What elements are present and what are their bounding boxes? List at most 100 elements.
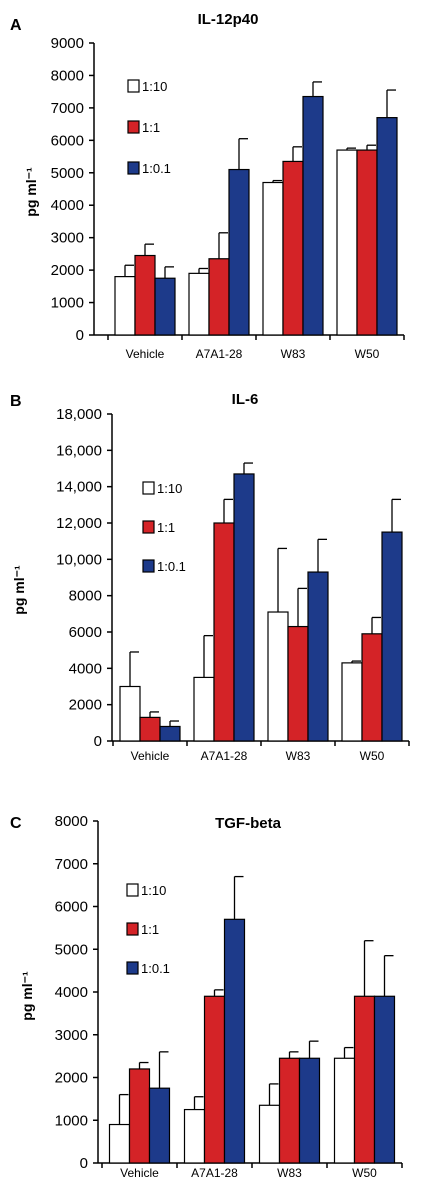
y-tick-label: 2000: [55, 1070, 88, 1087]
y-tick-label: 6000: [51, 132, 84, 149]
bar: [228, 168, 250, 336]
legend-swatch: [126, 922, 139, 936]
chart-il-12p40: A IL-12p40 pg ml⁻¹ 0 1000 2000 3000 4000 5000…: [10, 11, 405, 361]
bar: [267, 611, 289, 742]
y-tick-label: 4000: [51, 197, 84, 214]
chart-il-6: B IL-6 pg ml⁻¹ 0 2000 4000 6000 8000 10,000 12…: [10, 391, 410, 763]
bar: [128, 1068, 151, 1164]
category-label: A7A1-28: [191, 1166, 238, 1180]
legend-label: 1:10: [142, 79, 167, 94]
y-tick-label: 5000: [55, 941, 88, 958]
chart-title: IL-12p40: [198, 11, 259, 28]
bar: [188, 272, 210, 336]
plot-area: 0 2000 4000 6000 8000 10,000 12,000 14,000 16,00…: [56, 406, 410, 763]
panel-c: C TGF-beta pg ml⁻¹ 0 1000 2000 3000 4000 5000…: [0, 765, 422, 1181]
legend-label: 1:0.1: [157, 559, 186, 574]
legend-swatch: [127, 120, 140, 134]
y-axis-label: pg ml⁻¹: [19, 971, 35, 1021]
y-tick-label: 6000: [55, 899, 88, 916]
category-label: W50: [360, 749, 385, 763]
y-tick-label: 12,000: [56, 515, 102, 532]
y-tick-label: 14,000: [56, 479, 102, 496]
legend-swatch: [126, 883, 139, 897]
y-axis-label: pg ml⁻¹: [23, 167, 39, 217]
bar: [134, 254, 156, 336]
y-tick-label: 6000: [69, 624, 102, 641]
legend-label: 1:10: [157, 481, 182, 496]
plot-area: 0 1000 2000 3000 4000 5000 6000 7000 8000 Vehicle…: [55, 813, 403, 1180]
y-tick-label: 8000: [55, 813, 88, 830]
chart-title: TGF-beta: [215, 815, 281, 832]
panel-a: A IL-12p40 pg ml⁻¹ 0 1000 2000 3000 4000 5000…: [0, 0, 422, 375]
bar: [278, 1057, 301, 1164]
legend-swatch: [126, 961, 139, 975]
y-tick-label: 18,000: [56, 406, 102, 423]
y-tick-label: 3000: [55, 1027, 88, 1044]
bar: [208, 258, 230, 336]
bar: [381, 531, 403, 742]
legend-label: 1:1: [142, 120, 160, 135]
y-tick-label: 0: [94, 733, 102, 750]
legend-label: 1:10: [141, 883, 166, 898]
y-tick-label: 16,000: [56, 442, 102, 459]
y-tick-label: 2000: [69, 697, 102, 714]
category-label: A7A1-28: [201, 749, 248, 763]
category-label: Vehicle: [120, 1166, 159, 1180]
y-tick-label: 1000: [55, 1112, 88, 1129]
legend-swatch: [142, 520, 155, 534]
y-tick-label: 7000: [55, 856, 88, 873]
y-tick-label: 9000: [51, 35, 84, 52]
category-label: A7A1-28: [196, 347, 243, 361]
bar: [108, 1123, 131, 1164]
legend-label: 1:1: [157, 520, 175, 535]
category-label: W83: [281, 347, 306, 361]
legend-label: 1:0.1: [141, 961, 170, 976]
bar: [298, 1057, 321, 1164]
bar: [183, 1108, 206, 1164]
y-tick-label: 8000: [69, 588, 102, 605]
y-tick-label: 1000: [51, 295, 84, 312]
y-tick-label: 10,000: [56, 551, 102, 568]
panel-letter: A: [10, 17, 22, 34]
y-tick-label: 2000: [51, 262, 84, 279]
y-tick-label: 0: [76, 327, 84, 344]
bar: [356, 149, 378, 336]
bar: [373, 995, 396, 1164]
bar: [119, 685, 141, 742]
y-axis-label: pg ml⁻¹: [11, 565, 27, 615]
y-tick-label: 0: [80, 1155, 88, 1172]
category-label: W83: [286, 749, 311, 763]
bar: [341, 662, 363, 742]
bar: [353, 995, 376, 1164]
y-tick-label: 4000: [55, 984, 88, 1001]
legend-label: 1:0.1: [142, 161, 171, 176]
bar: [154, 277, 176, 336]
bar: [361, 633, 383, 742]
bar: [302, 95, 324, 336]
panel-b: B IL-6 pg ml⁻¹ 0 2000 4000 6000 8000 10,000 12…: [0, 375, 422, 765]
category-label: W50: [352, 1166, 377, 1180]
bar: [114, 276, 136, 336]
category-label: Vehicle: [131, 749, 170, 763]
legend-swatch: [127, 79, 140, 93]
bar: [203, 995, 226, 1164]
bar: [287, 625, 309, 742]
bar: [376, 117, 398, 336]
bar: [262, 181, 284, 336]
bar: [333, 1057, 356, 1164]
legend-swatch: [142, 559, 155, 573]
bar: [193, 676, 215, 742]
bar: [233, 473, 255, 742]
y-tick-label: 8000: [51, 67, 84, 84]
bar: [139, 716, 161, 742]
plot-area: 0 1000 2000 3000 4000 5000 6000 7000 8000 9000 Veh…: [51, 35, 405, 361]
bar: [258, 1104, 281, 1164]
bar: [336, 149, 358, 336]
category-label: Vehicle: [126, 347, 165, 361]
legend-swatch: [142, 481, 155, 495]
chart-title: IL-6: [232, 391, 259, 408]
legend-label: 1:1: [141, 922, 159, 937]
y-tick-label: 5000: [51, 165, 84, 182]
panel-letter: B: [10, 393, 22, 410]
